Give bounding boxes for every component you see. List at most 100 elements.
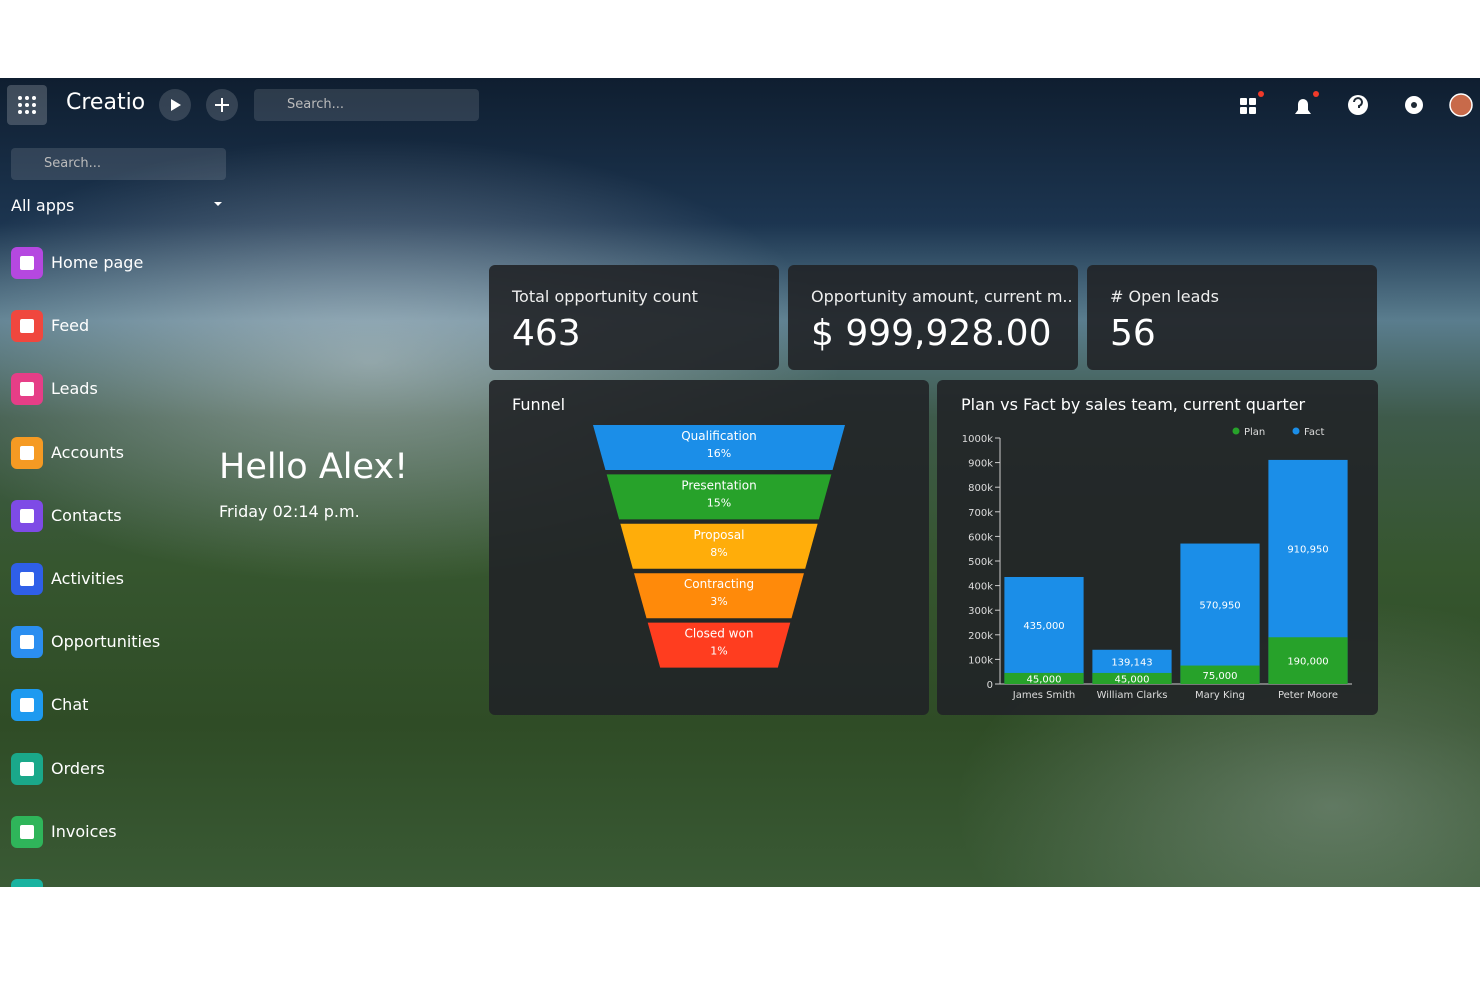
y-tick-label: 500k bbox=[968, 557, 993, 568]
grid-icon bbox=[18, 96, 36, 114]
nav-glyph bbox=[20, 635, 34, 650]
nav-label: Chat bbox=[51, 695, 89, 715]
value-label: 139,143 bbox=[1111, 657, 1152, 668]
app: Creatio Search... Search... All apps Hom… bbox=[0, 78, 1480, 887]
funnel-value: 15% bbox=[707, 496, 731, 509]
nav-glyph bbox=[20, 824, 34, 839]
funnel-value: 8% bbox=[710, 546, 727, 559]
nav-glyph bbox=[20, 698, 34, 713]
nav-item[interactable]: Home page bbox=[11, 247, 211, 279]
nav-item[interactable]: Orders bbox=[11, 752, 211, 785]
funnel-category: Contracting bbox=[684, 577, 754, 591]
play-icon bbox=[171, 99, 181, 111]
funnel-category: Presentation bbox=[681, 478, 756, 492]
bar bbox=[1180, 543, 1260, 684]
value-label: 910,950 bbox=[1287, 545, 1328, 556]
nav-label: Leads bbox=[51, 379, 98, 399]
plus-icon bbox=[215, 98, 229, 112]
nav-item[interactable]: Leads bbox=[11, 373, 211, 406]
nav-item[interactable]: Invoices bbox=[11, 815, 211, 848]
kpi-title: Opportunity amount, current m.. bbox=[811, 287, 1073, 306]
nav-label: Activities bbox=[51, 569, 124, 588]
nav-icon bbox=[11, 499, 43, 532]
y-tick-label: 900k bbox=[968, 459, 993, 470]
kpi-card: # Open leads 56 bbox=[1087, 265, 1377, 370]
funnel-value: 3% bbox=[710, 595, 727, 608]
kpi-value: $ 999,928.00 bbox=[811, 313, 1052, 354]
chart-title: Plan vs Fact by sales team, current quar… bbox=[961, 395, 1306, 414]
y-tick-label: 700k bbox=[968, 508, 993, 519]
legend-label: Fact bbox=[1304, 427, 1324, 438]
legend-marker bbox=[1232, 427, 1240, 435]
nav-glyph bbox=[20, 761, 34, 776]
nav-icon bbox=[11, 436, 43, 469]
greeting-title: Hello Alex! bbox=[219, 447, 409, 487]
nav-item[interactable]: Activities bbox=[11, 563, 211, 595]
nav-item[interactable]: Chat bbox=[11, 689, 211, 722]
bar bbox=[1268, 637, 1348, 684]
value-label: 45,000 bbox=[1027, 674, 1062, 685]
nav-icon bbox=[11, 563, 43, 595]
apps-menu-button[interactable] bbox=[7, 85, 47, 125]
nav-item[interactable]: Feed bbox=[11, 310, 211, 343]
funnel-segment bbox=[647, 622, 791, 668]
nav-glyph bbox=[20, 508, 34, 523]
legend-marker bbox=[1292, 427, 1300, 435]
funnel-segment bbox=[620, 523, 818, 569]
nav-glyph bbox=[20, 319, 34, 334]
y-tick-label: 300k bbox=[968, 606, 993, 617]
value-label: 570,950 bbox=[1199, 601, 1240, 612]
nav-icon bbox=[11, 689, 43, 722]
sidebar-search[interactable]: Search... bbox=[11, 148, 226, 180]
value-label: 435,000 bbox=[1023, 621, 1064, 632]
nav-label: Accounts bbox=[51, 442, 124, 462]
bar-chart: Plan vs Fact by sales team, current quar… bbox=[961, 395, 1352, 701]
bar bbox=[1004, 672, 1084, 684]
bar bbox=[1092, 672, 1172, 684]
value-label: 45,000 bbox=[1115, 674, 1150, 685]
nav-label: Opportunities bbox=[51, 632, 161, 652]
nav-item[interactable]: Opportunities bbox=[11, 626, 211, 659]
funnel-segment bbox=[593, 425, 845, 470]
value-label: 190,000 bbox=[1287, 657, 1328, 668]
run-button[interactable] bbox=[159, 89, 191, 121]
nav-glyph bbox=[20, 572, 34, 586]
y-tick-label: 400k bbox=[968, 582, 993, 593]
bar bbox=[1004, 576, 1084, 684]
chart-title: Funnel bbox=[512, 395, 565, 414]
kpi-title: # Open leads bbox=[1110, 287, 1219, 306]
funnel-category: Proposal bbox=[694, 528, 745, 542]
funnel-value: 16% bbox=[707, 447, 731, 460]
funnel-chart: Funnel Qualification 16% Presentation 15% Pro… bbox=[512, 395, 845, 668]
nav-item[interactable]: Contacts bbox=[11, 499, 211, 532]
y-tick-label: 600k bbox=[968, 532, 993, 543]
dropdown-arrow bbox=[214, 202, 222, 210]
x-tick-label: Peter Moore bbox=[1278, 690, 1338, 701]
top-icons bbox=[1240, 91, 1473, 117]
x-tick-label: James Smith bbox=[1012, 690, 1076, 701]
kpi-card: Opportunity amount, current m.. $ 999,928… bbox=[788, 265, 1078, 370]
add-button[interactable] bbox=[206, 89, 238, 121]
apps-filter[interactable]: All apps bbox=[11, 196, 226, 215]
top-search[interactable]: Search... bbox=[254, 89, 479, 121]
nav-icon bbox=[11, 310, 43, 343]
legend-label: Plan bbox=[1244, 427, 1265, 438]
logo[interactable]: Creatio bbox=[66, 90, 146, 115]
nav-label: Contacts bbox=[51, 505, 122, 525]
kpi-value: 463 bbox=[512, 313, 581, 354]
nav-item[interactable]: Accounts bbox=[11, 436, 211, 469]
nav-icon bbox=[11, 626, 43, 659]
x-tick-label: Mary King bbox=[1195, 690, 1245, 701]
nav-icon bbox=[11, 879, 43, 887]
x-tick-label: William Clarks bbox=[1097, 690, 1168, 701]
nav-icon bbox=[11, 247, 43, 279]
bar-panel: Plan vs Fact by sales team, current quar… bbox=[937, 380, 1378, 715]
nav-label: Orders bbox=[51, 758, 105, 778]
kpi-title: Total opportunity count bbox=[512, 287, 698, 306]
funnel-panel: Funnel Qualification 16% Presentation 15% Pro… bbox=[489, 380, 929, 715]
nav-icon bbox=[11, 373, 43, 406]
y-tick-label: 1000k bbox=[962, 434, 993, 445]
funnel-segment bbox=[606, 474, 832, 520]
y-tick-label: 200k bbox=[968, 631, 993, 642]
greeting-time: Friday 02:14 p.m. bbox=[219, 502, 360, 521]
